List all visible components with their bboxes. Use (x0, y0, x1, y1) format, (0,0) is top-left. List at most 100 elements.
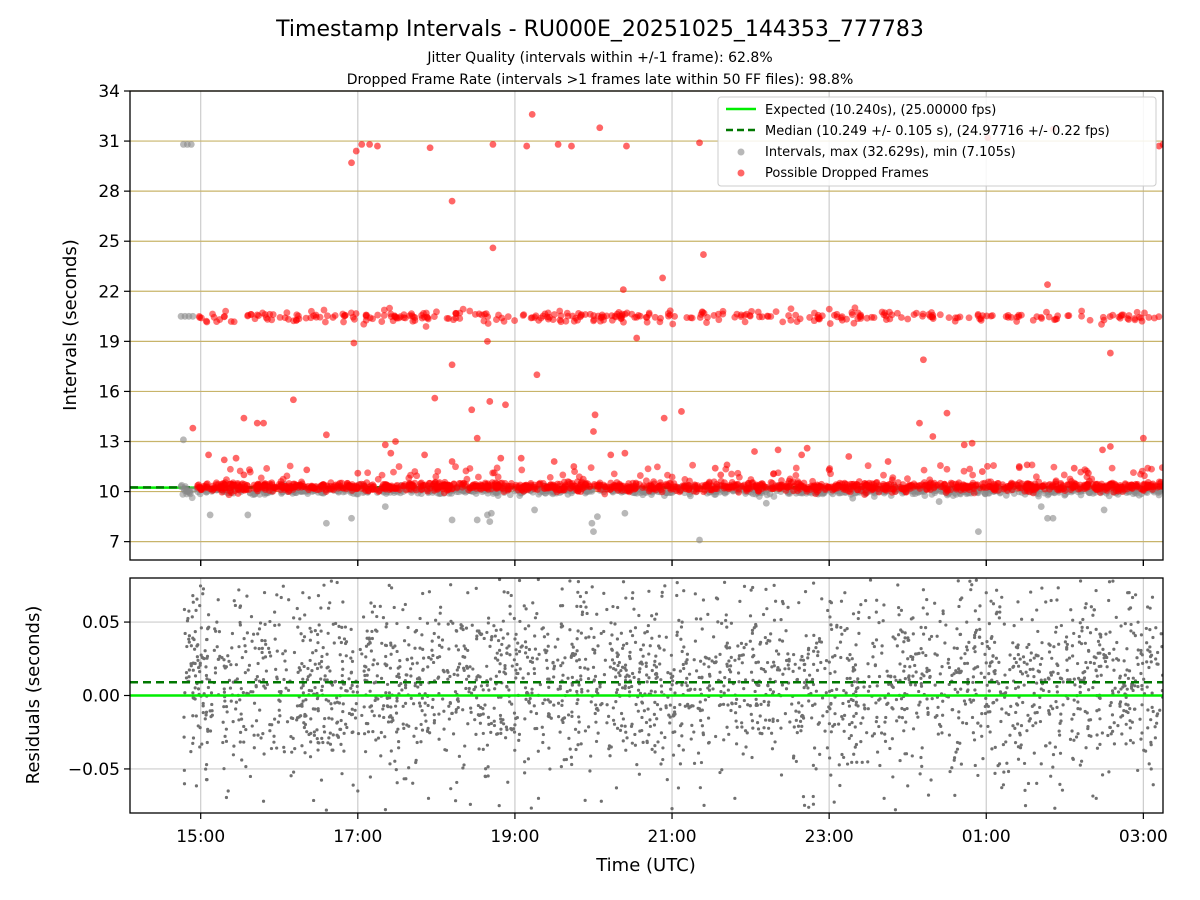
residual-point (193, 674, 198, 678)
residual-point (576, 743, 580, 747)
residual-point (605, 607, 609, 612)
residual-point (366, 642, 371, 646)
residual-point (1044, 744, 1048, 748)
dropped-frame-point (1086, 316, 1094, 324)
residual-point (969, 588, 973, 592)
residual-point (1107, 770, 1111, 774)
dropped-frame-point (1064, 481, 1071, 489)
residual-point (759, 667, 764, 671)
residual-point (784, 687, 789, 691)
residual-point (461, 708, 465, 712)
residual-point (528, 696, 532, 701)
residual-point (1122, 659, 1126, 663)
residual-point (630, 671, 635, 676)
residual-point (1078, 579, 1083, 583)
residual-point (919, 676, 923, 680)
residual-point (395, 674, 399, 678)
residual-point (750, 719, 755, 723)
residual-point (1070, 644, 1075, 648)
residual-point (328, 601, 332, 605)
residual-point (963, 702, 968, 706)
dropped-frame-point (825, 305, 833, 313)
residual-point (727, 677, 731, 682)
residual-point (405, 673, 409, 677)
interval-point (177, 483, 185, 490)
residual-point (790, 702, 794, 706)
residual-point (959, 762, 963, 766)
residual-point (201, 710, 205, 715)
residual-point (847, 736, 851, 740)
residual-point (487, 616, 491, 620)
residual-point (625, 641, 629, 646)
residual-point (1016, 757, 1021, 761)
residual-point (401, 722, 405, 726)
dropped-frame-point (777, 481, 785, 489)
residual-point (507, 644, 511, 648)
residual-point (940, 731, 944, 735)
residual-point (993, 771, 997, 775)
residual-point (586, 676, 591, 681)
residual-point (1059, 623, 1063, 628)
residual-point (679, 625, 684, 629)
residual-point (338, 653, 342, 657)
dropped-frame-point (433, 308, 440, 316)
dropped-frame-point (1044, 281, 1051, 289)
residual-point (864, 598, 868, 603)
residual-point (451, 621, 455, 625)
residual-point (409, 696, 413, 700)
interval-point (187, 141, 195, 148)
residual-point (1111, 729, 1115, 733)
residual-point (669, 672, 673, 676)
dropped-frame-point (1092, 480, 1100, 488)
residual-point (242, 637, 246, 641)
residual-point (794, 718, 798, 722)
dropped-frame-point (408, 480, 416, 488)
dropped-frame-point (1137, 314, 1145, 322)
residual-point (611, 666, 616, 671)
dropped-frame-point (426, 144, 434, 152)
residual-point (920, 764, 924, 768)
interval-point (322, 519, 330, 527)
dropped-frame-point (611, 312, 619, 320)
dropped-frame-point (1114, 485, 1122, 493)
residual-point (710, 659, 714, 663)
residual-point (305, 730, 309, 734)
residual-point (415, 661, 419, 665)
residual-point (394, 768, 398, 772)
residual-point (860, 760, 864, 764)
residual-point (573, 652, 578, 656)
residual-point (410, 662, 415, 666)
residual-point (238, 698, 242, 702)
residual-point (327, 736, 331, 740)
residual-point (341, 600, 345, 604)
residual-point (826, 608, 830, 613)
residual-point (301, 677, 305, 681)
dropped-frame-point (918, 481, 926, 489)
residual-point (755, 721, 760, 725)
residual-point (1047, 677, 1051, 681)
residual-point (571, 645, 575, 649)
dropped-frame-point (448, 458, 456, 465)
dropped-frame-point (1029, 316, 1037, 324)
residual-point (849, 733, 853, 738)
residual-point (568, 628, 572, 632)
residual-point (762, 726, 766, 730)
residual-point (627, 654, 632, 658)
dropped-frame-point (1108, 464, 1116, 472)
dropped-frame-point (678, 408, 685, 415)
residual-point (692, 761, 697, 766)
dropped-frame-point (290, 317, 298, 325)
residual-point (441, 697, 445, 701)
residual-point (874, 610, 878, 614)
residual-point (691, 704, 695, 708)
residual-point (875, 750, 880, 754)
dropped-frame-point (945, 314, 953, 322)
residual-point (1102, 653, 1106, 657)
residual-point (847, 699, 851, 704)
residual-point (261, 656, 265, 660)
dropped-frame-point (969, 471, 977, 479)
residual-point (925, 697, 929, 701)
dropped-frame-point (843, 315, 850, 323)
dropped-frame-point (257, 474, 265, 482)
residual-point (533, 616, 538, 620)
